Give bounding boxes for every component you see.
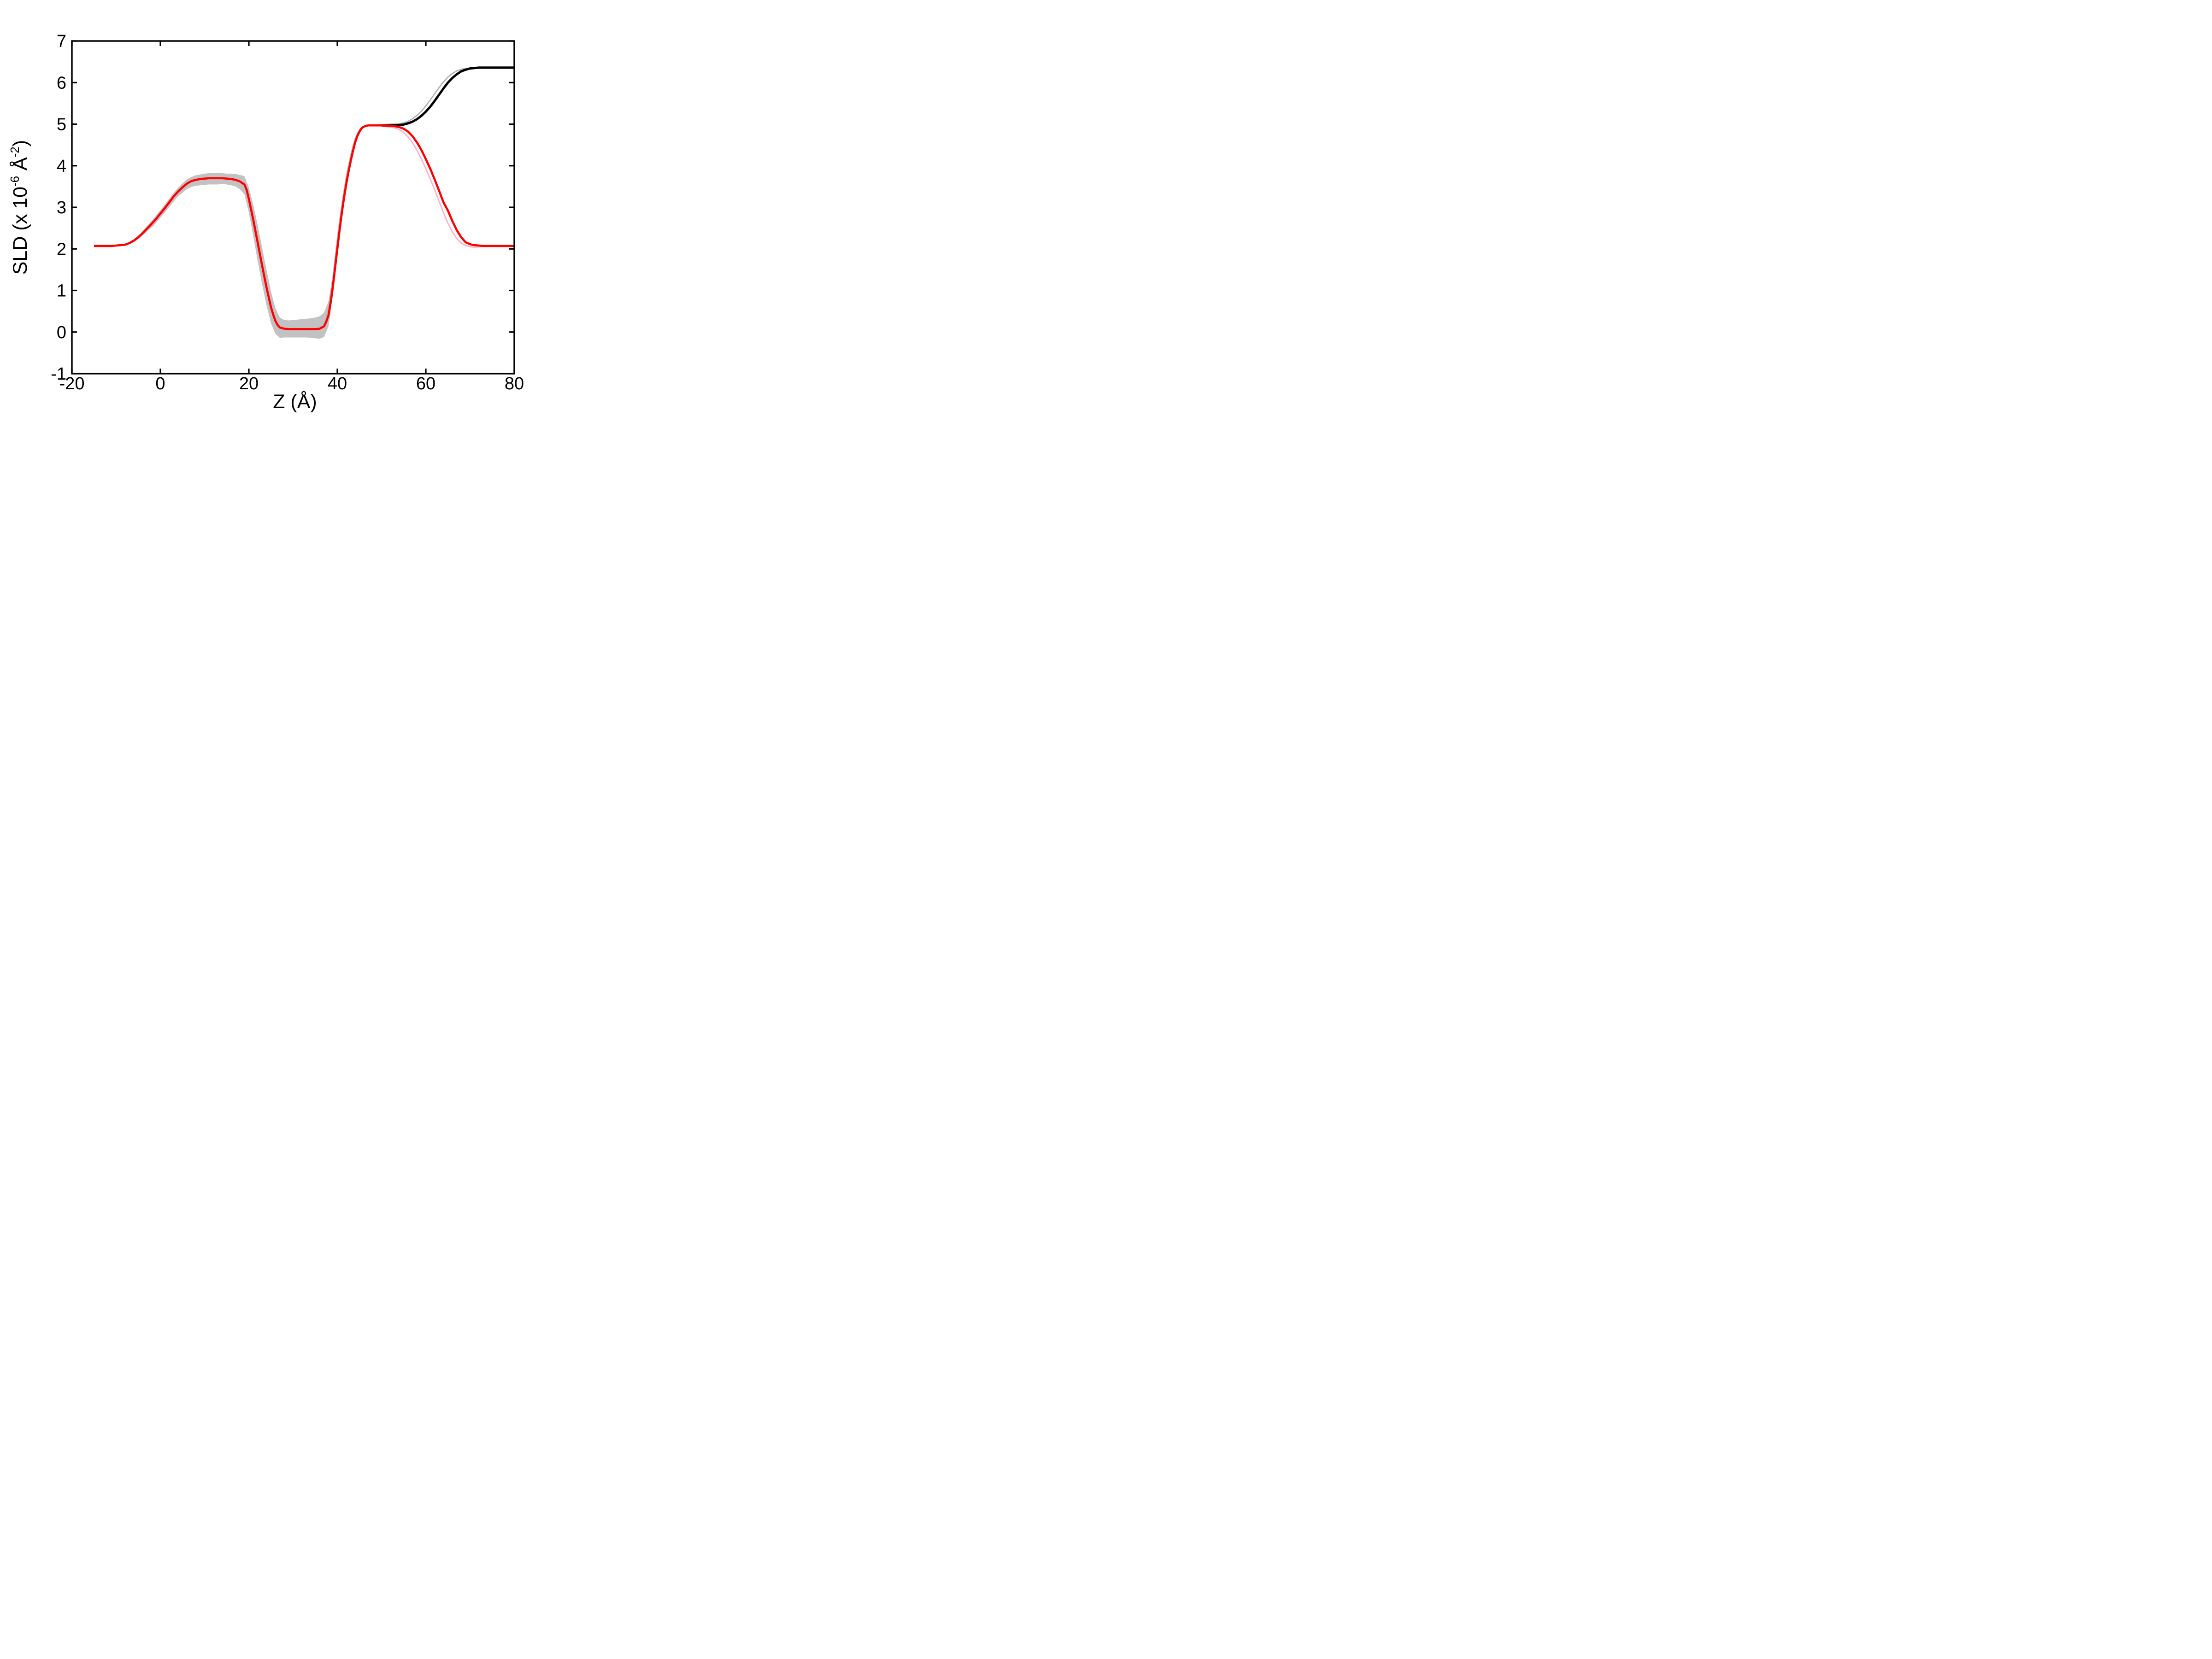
- black-profile-line: [382, 66, 514, 127]
- y-axis-label-angstrom: Å: [9, 157, 31, 176]
- x-tick-label-20: 20: [239, 374, 259, 393]
- red-profile-line: [94, 124, 514, 330]
- y-tick-label-5: 5: [57, 115, 66, 135]
- axis-ticks: [71, 40, 515, 375]
- uncertainty-band-polygon: [125, 141, 355, 339]
- uncertainty-band: [125, 141, 355, 339]
- y-tick-label-7: 7: [57, 32, 66, 51]
- y-tick-label-6: 6: [57, 73, 66, 93]
- y-axis-label-prefix: SLD (x 10: [9, 187, 31, 275]
- sld-profile-chart: -20 0 20 40 60 80 -1 0 1 2 3 4 5 6 7 Z (Å) SLD (x 10-6…: [8, 32, 524, 413]
- y-tick-label-1: 1: [57, 281, 66, 301]
- x-tick-label-40: 40: [328, 374, 347, 393]
- x-tick-label-60: 60: [416, 374, 435, 393]
- pink-alt-profile-line: [381, 125, 514, 248]
- x-axis-label: Z (Å): [273, 391, 317, 413]
- gray-alt-profile-line: [323, 67, 514, 324]
- y-axis-label-superscript-power: -2: [8, 147, 22, 157]
- y-axis-label-suffix: ): [9, 140, 31, 147]
- figure-page: -20 0 20 40 60 80 -1 0 1 2 3 4 5 6 7 Z (Å) SLD (x 10-6…: [0, 0, 553, 415]
- x-tick-label-80: 80: [505, 374, 524, 393]
- y-axis-label: SLD (x 10-6 Å-2): [8, 140, 31, 275]
- axis-tick-labels: -20 0 20 40 60 80 -1 0 1 2 3 4 5 6 7: [51, 32, 524, 393]
- x-tick-label-0: 0: [155, 374, 165, 393]
- y-tick-label-4: 4: [57, 157, 66, 176]
- profile-curves: [94, 66, 514, 330]
- y-tick-label-3: 3: [57, 198, 66, 217]
- y-tick-label--1: -1: [51, 364, 66, 384]
- y-axis-label-superscript-exponent: -6: [8, 176, 22, 187]
- y-tick-label-2: 2: [57, 240, 66, 259]
- y-tick-label-0: 0: [57, 323, 66, 342]
- x-tick-label--20: -20: [59, 374, 85, 393]
